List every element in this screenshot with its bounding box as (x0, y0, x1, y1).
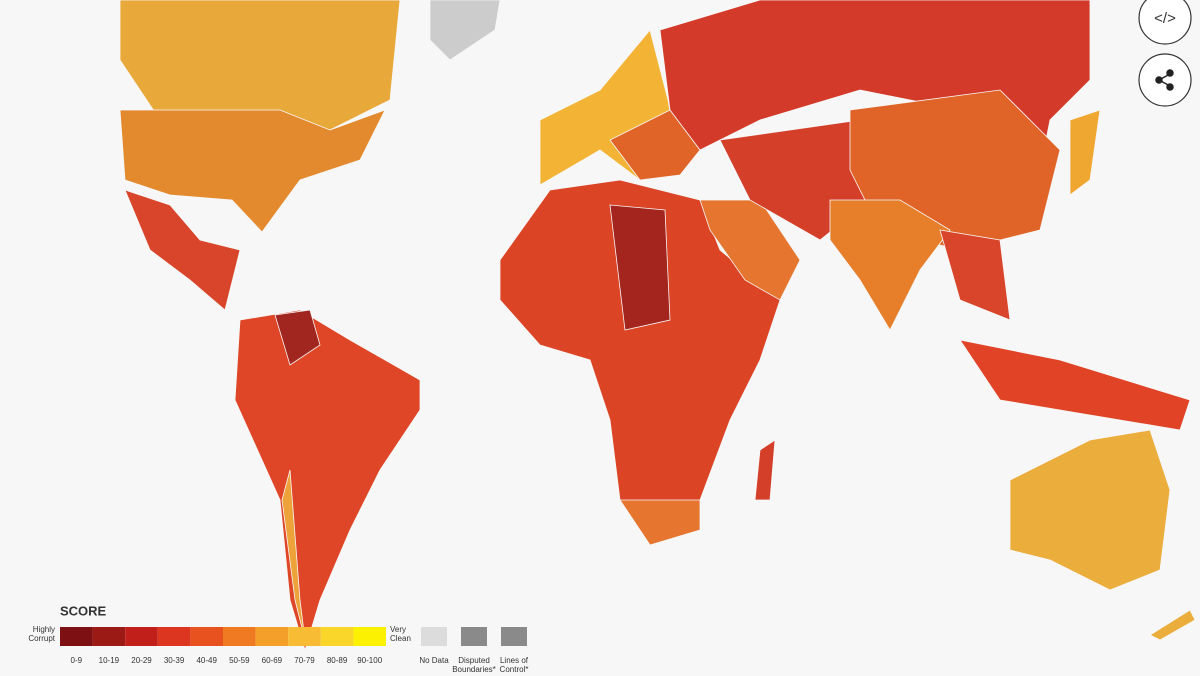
legend-bin-label: 20-29 (131, 656, 152, 665)
africa (499, 179, 781, 546)
legend-swatch (125, 627, 158, 646)
embed-button[interactable]: </> (1138, 0, 1192, 45)
legend-extra-swatch (421, 627, 447, 646)
legend-swatch (190, 627, 223, 646)
legend-bin-label: 10-19 (99, 656, 120, 665)
eastern-europe (609, 109, 701, 181)
legend-bin-label: 30-39 (164, 656, 185, 665)
legend-bin-label: 60-69 (262, 656, 283, 665)
south-america (234, 309, 421, 652)
legend-extra-label: Disputed (458, 656, 490, 665)
indonesia (959, 339, 1191, 431)
embed-icon[interactable]: </> (1154, 10, 1176, 27)
legend-swatch (157, 627, 191, 646)
legend-swatch (288, 627, 321, 646)
legend-swatch (92, 627, 126, 646)
legend-extra-label: Boundaries* (452, 665, 496, 674)
legend-extra-swatch (501, 627, 527, 646)
low-label: Highly (33, 625, 55, 634)
legend-swatch (353, 627, 386, 646)
legend-bin-label: 90-100 (357, 656, 382, 665)
share-button[interactable] (1138, 53, 1192, 107)
legend-bin-label: 50-59 (229, 656, 250, 665)
legend-extra-label: Control* (500, 665, 529, 674)
high-label: Clean (390, 634, 411, 643)
usa (119, 109, 386, 233)
japan (1069, 109, 1101, 196)
legend-bin-label: 80-89 (327, 656, 348, 665)
south-africa (619, 499, 701, 546)
legend-bin-label: 70-79 (294, 656, 315, 665)
southeast-asia (939, 229, 1011, 321)
button-circle[interactable] (1138, 0, 1192, 45)
legend-extra-label: Lines of (500, 656, 529, 665)
low-label: Corrupt (28, 634, 55, 643)
world-map (119, 0, 1196, 652)
button-circle[interactable] (1138, 53, 1192, 107)
high-label: Very (390, 625, 406, 634)
libya-chad (609, 204, 671, 331)
new-zealand (1149, 609, 1196, 641)
greenland (429, 0, 501, 61)
australia (1009, 429, 1171, 591)
chile (281, 469, 306, 641)
legend-title: SCORE (60, 603, 107, 618)
legend-extra-swatch (461, 627, 487, 646)
legend-bin-label: 0-9 (71, 656, 83, 665)
legend-swatch (255, 627, 289, 646)
legend-swatch (60, 627, 93, 646)
central-america (124, 189, 241, 311)
legend-extra-label: No Data (419, 656, 449, 665)
legend-swatch (320, 627, 354, 646)
venezuela (274, 309, 321, 366)
share-icon[interactable] (1155, 69, 1174, 91)
legend-bin-label: 40-49 (196, 656, 217, 665)
india (829, 199, 951, 331)
legend-swatch (223, 627, 256, 646)
madagascar (754, 439, 776, 501)
